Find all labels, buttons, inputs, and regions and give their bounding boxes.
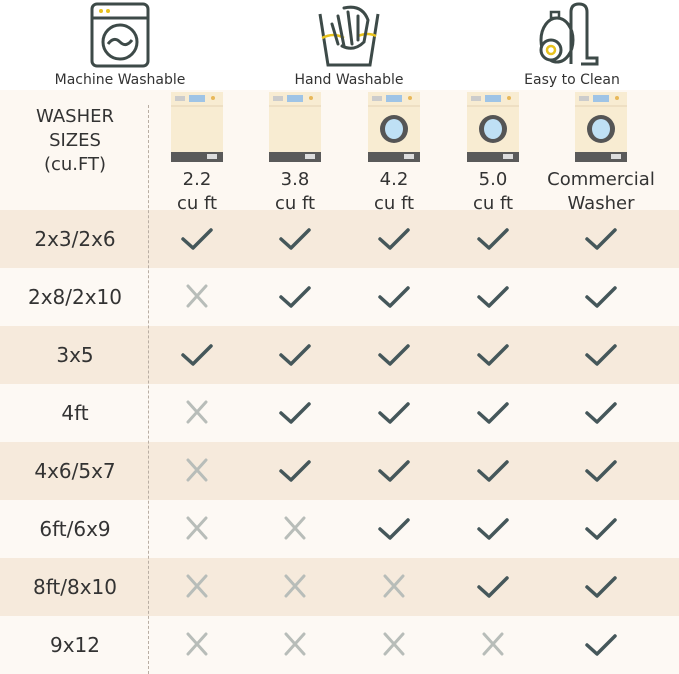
cross-icon bbox=[177, 514, 217, 544]
rug-size-label: 4x6/5x7 bbox=[34, 459, 116, 483]
washer-size-label: Commercial Washer bbox=[546, 168, 656, 216]
washer-size-unit: cu ft bbox=[274, 193, 316, 214]
header-line: SIZES bbox=[49, 130, 101, 151]
table-row: 2x3/2x6 bbox=[0, 210, 679, 268]
washer-size-label: 5.0 cu ft bbox=[438, 168, 548, 216]
washer-size-label: 4.2 cu ft bbox=[339, 168, 449, 216]
table-row: 2x8/2x10 bbox=[0, 268, 679, 326]
check-icon bbox=[177, 224, 217, 254]
table-row: 4x6/5x7 bbox=[0, 442, 679, 500]
check-icon bbox=[581, 572, 621, 602]
table-row: 9x12 bbox=[0, 616, 679, 674]
check-icon bbox=[473, 456, 513, 486]
rug-size-label: 2x3/2x6 bbox=[34, 227, 116, 251]
check-icon bbox=[581, 282, 621, 312]
feature-label: Easy to Clean bbox=[524, 72, 620, 88]
washer-size-value: 5.0 bbox=[478, 169, 508, 190]
vacuum-cleaner-icon bbox=[539, 2, 599, 66]
table-row: 4ft bbox=[0, 384, 679, 442]
washing-machine-icon bbox=[90, 2, 150, 68]
cross-icon bbox=[177, 282, 217, 312]
washer-column-5: Commercial Washer bbox=[546, 92, 656, 216]
washer-size-unit: Washer bbox=[567, 193, 635, 214]
check-icon bbox=[374, 514, 414, 544]
check-icon bbox=[473, 514, 513, 544]
table-header bbox=[0, 90, 679, 210]
column-divider bbox=[148, 105, 149, 674]
washer-icon bbox=[368, 92, 420, 162]
washer-size-unit: cu ft bbox=[373, 193, 415, 214]
table-row: 6ft/6x9 bbox=[0, 500, 679, 558]
table-row: 8ft/8x10 bbox=[0, 558, 679, 616]
check-icon bbox=[473, 282, 513, 312]
check-icon bbox=[275, 398, 315, 428]
washer-column-1: 2.2 cu ft bbox=[142, 92, 252, 216]
rug-size-label: 3x5 bbox=[56, 343, 94, 367]
check-icon bbox=[581, 398, 621, 428]
check-icon bbox=[581, 456, 621, 486]
washer-icon bbox=[467, 92, 519, 162]
table-row: 3x5 bbox=[0, 326, 679, 384]
check-icon bbox=[374, 224, 414, 254]
check-icon bbox=[473, 340, 513, 370]
washer-size-unit: cu ft bbox=[472, 193, 514, 214]
check-icon bbox=[473, 398, 513, 428]
washer-size-label: 3.8 cu ft bbox=[240, 168, 350, 216]
header-line: (cu.FT) bbox=[43, 154, 107, 175]
washer-size-value: Commercial bbox=[547, 169, 655, 190]
check-icon bbox=[374, 282, 414, 312]
cross-icon bbox=[177, 572, 217, 602]
check-icon bbox=[473, 572, 513, 602]
check-icon bbox=[275, 224, 315, 254]
washer-size-label: 2.2 cu ft bbox=[142, 168, 252, 216]
check-icon bbox=[275, 282, 315, 312]
check-icon bbox=[374, 398, 414, 428]
washer-size-value: 4.2 bbox=[379, 169, 409, 190]
check-icon bbox=[581, 224, 621, 254]
rug-size-label: 9x12 bbox=[49, 633, 100, 657]
check-icon bbox=[374, 456, 414, 486]
cross-icon bbox=[275, 572, 315, 602]
cross-icon bbox=[177, 456, 217, 486]
cross-icon bbox=[374, 572, 414, 602]
cross-icon bbox=[177, 398, 217, 428]
check-icon bbox=[374, 340, 414, 370]
cross-icon bbox=[374, 630, 414, 660]
check-icon bbox=[275, 456, 315, 486]
cross-icon bbox=[177, 630, 217, 660]
check-icon bbox=[473, 224, 513, 254]
washer-icon bbox=[269, 92, 321, 162]
feature-label: Machine Washable bbox=[54, 72, 186, 88]
cross-icon bbox=[473, 630, 513, 660]
washer-column-2: 3.8 cu ft bbox=[240, 92, 350, 216]
feature-easy-to-clean: Easy to Clean bbox=[472, 0, 672, 88]
rug-size-label: 8ft/8x10 bbox=[32, 575, 117, 599]
washer-column-4: 5.0 cu ft bbox=[438, 92, 548, 216]
cross-icon bbox=[275, 514, 315, 544]
feature-label: Hand Washable bbox=[294, 72, 404, 88]
washer-icon bbox=[575, 92, 627, 162]
check-icon bbox=[581, 514, 621, 544]
washer-size-value: 3.8 bbox=[280, 169, 310, 190]
rug-size-label: 6ft/6x9 bbox=[39, 517, 111, 541]
washer-column-3: 4.2 cu ft bbox=[339, 92, 449, 216]
rug-size-label: 2x8/2x10 bbox=[27, 285, 123, 309]
washer-size-value: 2.2 bbox=[182, 169, 212, 190]
hand-wash-icon bbox=[318, 5, 380, 67]
header-line: WASHER bbox=[36, 106, 114, 127]
rug-size-label: 4ft bbox=[61, 401, 89, 425]
check-icon bbox=[275, 340, 315, 370]
feature-hand-washable: Hand Washable bbox=[249, 0, 449, 88]
cross-icon bbox=[275, 630, 315, 660]
feature-machine-washable: Machine Washable bbox=[20, 0, 220, 88]
washer-size-unit: cu ft bbox=[176, 193, 218, 214]
check-icon bbox=[581, 340, 621, 370]
check-icon bbox=[581, 630, 621, 660]
washer-icon bbox=[171, 92, 223, 162]
washer-sizes-header: WASHER SIZES (cu.FT) bbox=[0, 105, 150, 177]
check-icon bbox=[177, 340, 217, 370]
